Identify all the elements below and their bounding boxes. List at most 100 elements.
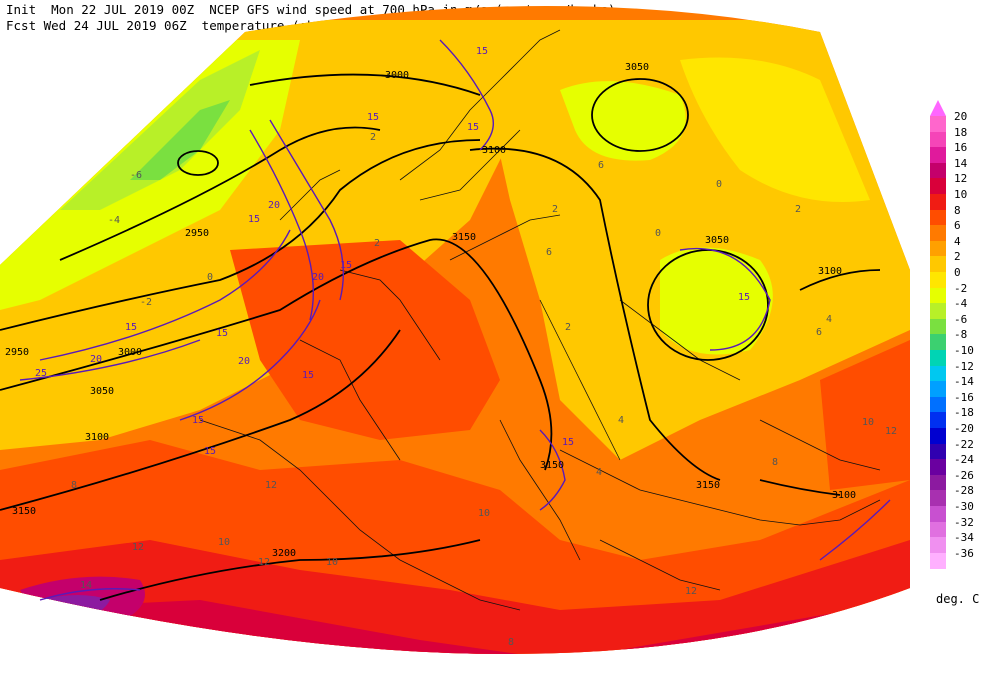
wind-label: 20 — [238, 356, 250, 367]
colorbar-label: 12 — [954, 172, 968, 186]
colorbar-swatch — [930, 116, 946, 132]
colorbar-swatch — [930, 318, 946, 335]
wind-label: 15 — [204, 446, 216, 457]
temp-label: 12 — [132, 542, 144, 553]
colorbar-label: -6 — [954, 312, 968, 326]
height-label: 3150 — [696, 480, 720, 491]
wind-label: 15 — [467, 122, 479, 133]
wind-label: 15 — [562, 437, 574, 448]
height-label: 3050 — [625, 62, 649, 73]
colorbar-label: -28 — [954, 484, 974, 498]
colorbar-label: -8 — [954, 328, 968, 342]
wind-label: 15 — [340, 260, 352, 271]
colorbar-label: 4 — [954, 234, 961, 248]
temp-label: 2 — [795, 204, 801, 215]
wind-label: 15 — [125, 322, 137, 333]
colorbar-label: -24 — [954, 453, 974, 467]
height-label: 3150 — [452, 232, 476, 243]
wind-label: 25 — [35, 368, 47, 379]
colorbar-swatch — [930, 350, 946, 366]
colorbar-units: deg. C — [936, 592, 980, 606]
colorbar-label: -18 — [954, 406, 974, 420]
colorbar-label: -20 — [954, 422, 974, 435]
temp-label: 0 — [655, 228, 661, 239]
temp-label: 4 — [826, 314, 832, 325]
temp-label: -4 — [108, 215, 120, 226]
temp-label: 10 — [326, 557, 338, 568]
colorbar-swatch — [930, 178, 946, 195]
height-label: 3050 — [705, 235, 729, 246]
wind-label: 15 — [192, 415, 204, 426]
height-label: 3100 — [832, 490, 856, 501]
wind-label: 15 — [216, 328, 228, 339]
height-label: 3100 — [85, 432, 109, 443]
temp-label: 4 — [596, 467, 602, 478]
temp-label: 12 — [685, 586, 697, 597]
colorbar-label: 6 — [954, 219, 961, 233]
colorbar-label: 20 — [954, 110, 968, 123]
colorbar-swatch — [930, 443, 946, 460]
height-label: 3150 — [12, 506, 36, 517]
wind-label: 20 — [90, 354, 102, 365]
coastlines-borders — [199, 29, 881, 611]
temp-label: 2 — [370, 132, 376, 143]
colorbar-label: 0 — [954, 266, 961, 279]
temp-label: 6 — [816, 327, 822, 338]
height-label: 2950 — [5, 347, 29, 358]
colorbar-swatch — [930, 474, 946, 491]
colorbar-swatch — [930, 537, 946, 554]
colorbar-swatch — [930, 428, 946, 444]
wind-label: 15 — [476, 46, 488, 57]
temp-label: 12 — [258, 557, 270, 568]
colorbar-swatch — [930, 490, 946, 507]
temp-label: 0 — [716, 179, 722, 190]
wind-label: 15 — [248, 214, 260, 225]
colorbar-swatch — [930, 506, 946, 522]
colorbar-label: -34 — [954, 531, 974, 545]
colorbar-label: 18 — [954, 125, 968, 139]
colorbar-swatch — [930, 162, 946, 179]
wind-label: 15 — [367, 112, 379, 123]
colorbar-swatch — [930, 396, 946, 413]
colorbar-swatch — [930, 365, 946, 382]
colorbar-swatch — [930, 552, 946, 569]
colorbar-label: -4 — [954, 297, 968, 311]
wind-label: 15 — [302, 370, 314, 381]
temp-label: 12 — [885, 426, 897, 437]
wind-label: 20 — [268, 200, 280, 211]
colorbar-swatch — [930, 209, 946, 226]
colorbar-top-arrow — [930, 100, 946, 116]
colorbar-label: -12 — [954, 359, 974, 373]
height-label: 3000 — [385, 70, 409, 81]
colorbar-swatch — [930, 303, 946, 320]
colorbar-label: -10 — [954, 344, 974, 357]
colorbar-swatch — [930, 225, 946, 242]
height-label: 2950 — [185, 228, 209, 239]
colorbar-label: -14 — [954, 375, 974, 389]
colorbar-swatch — [930, 147, 946, 164]
colorbar-label: 8 — [954, 203, 961, 217]
map-labels: 3000 3050 3100 3150 2950 3050 3100 2950 … — [5, 46, 897, 648]
temp-label: 10 — [218, 537, 230, 548]
temp-label: 10 — [862, 417, 874, 428]
colorbar-label: 10 — [954, 188, 968, 201]
colorbar-label: -26 — [954, 468, 974, 482]
colorbar-swatch — [930, 287, 946, 304]
temp-label: -6 — [130, 170, 142, 181]
colorbar-label: 16 — [954, 141, 968, 155]
height-label: 3150 — [540, 460, 564, 471]
colorbar-swatch — [930, 381, 946, 398]
temp-label: 4 — [618, 415, 624, 426]
colorbar-label: -36 — [954, 546, 974, 560]
temp-label: 2 — [552, 204, 558, 215]
colorbar-swatch — [930, 334, 946, 351]
colorbar-swatch — [930, 521, 946, 538]
temp-label: 14 — [80, 580, 92, 591]
temp-label: 2 — [565, 322, 571, 333]
temp-label: 8 — [508, 637, 514, 648]
temp-label: -2 — [140, 297, 152, 308]
height-label: 3100 — [482, 145, 506, 156]
wind-speed-contours — [19, 39, 891, 601]
